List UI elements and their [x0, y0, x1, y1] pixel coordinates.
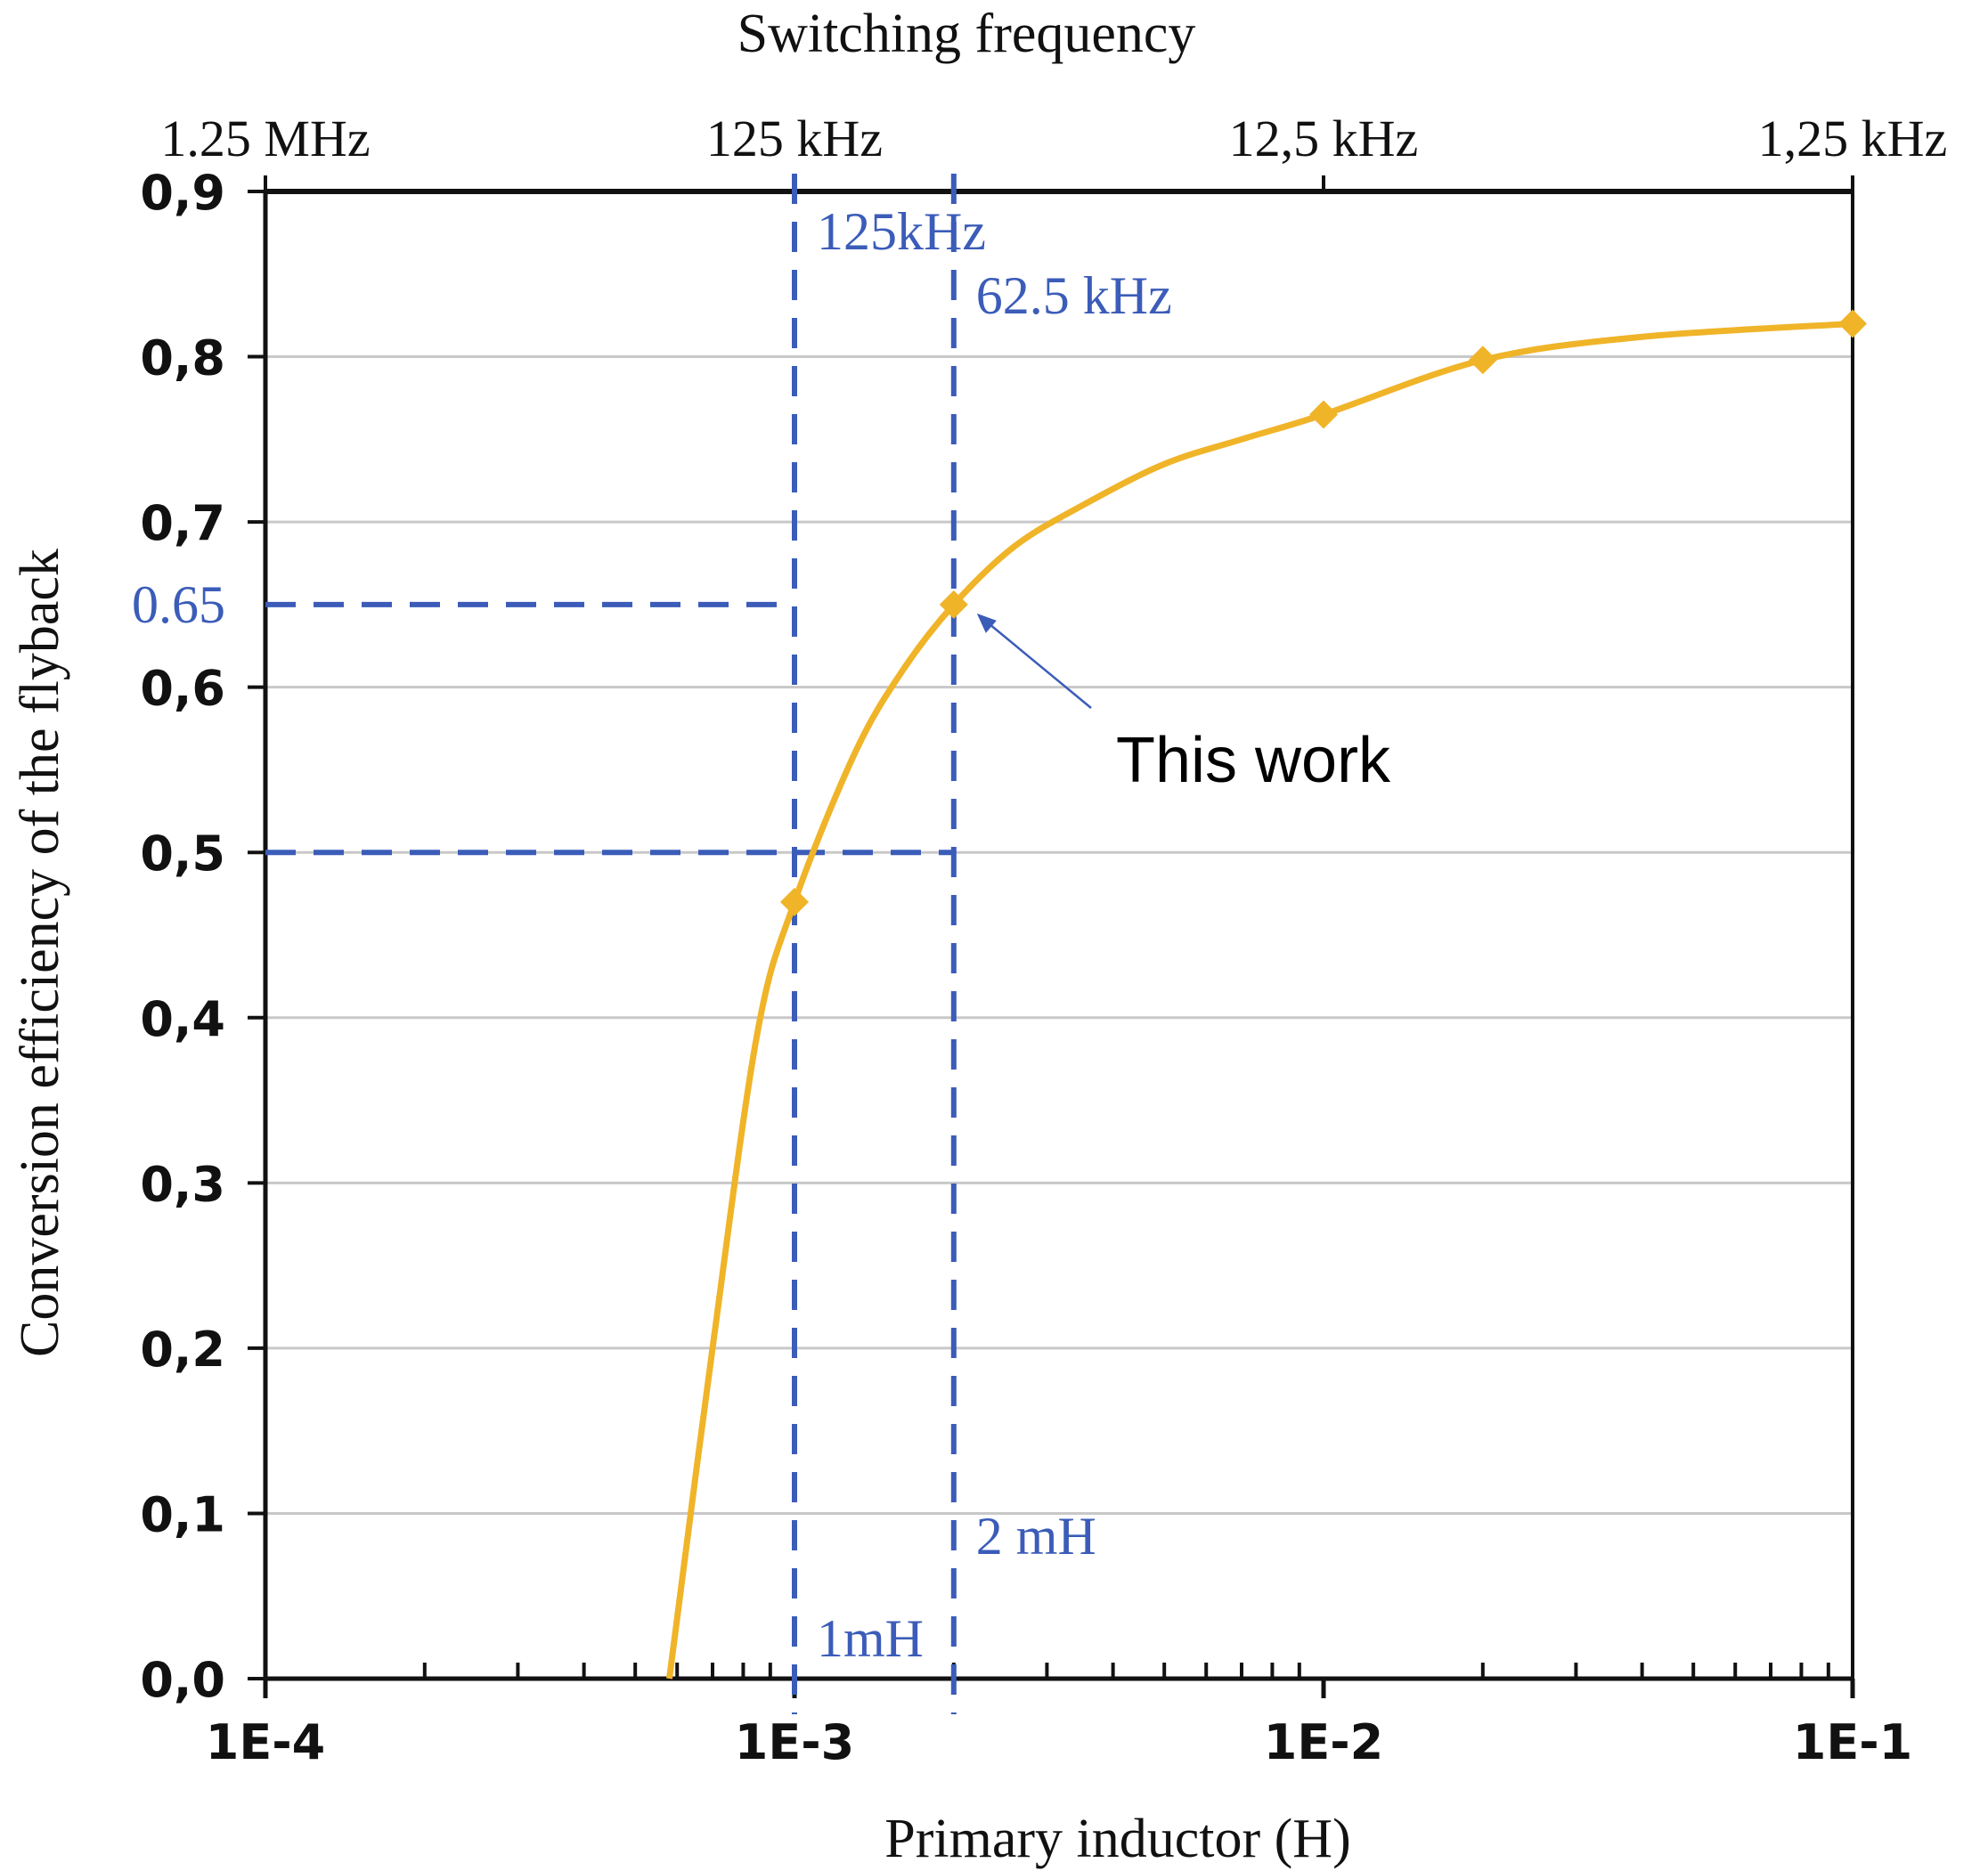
- y-tick-label: 0,4: [140, 991, 225, 1047]
- reference-label-y: 0.65: [132, 575, 225, 634]
- data-point: [1309, 400, 1338, 429]
- x-tick-label: 1E-3: [735, 1714, 854, 1770]
- x-tick-label: 1E-4: [206, 1714, 325, 1770]
- y-tick-label: 0,2: [140, 1322, 225, 1378]
- x-tick-label: 1E-1: [1793, 1714, 1912, 1770]
- reference-label-inductance: 2 mH: [976, 1507, 1096, 1566]
- gridlines: [265, 355, 1853, 1515]
- y-tick-label: 0,5: [140, 826, 225, 882]
- x-axis-title: Primary inductor (H): [884, 1809, 1350, 1869]
- y-tick-label: 0,9: [140, 165, 225, 221]
- y-tick-label: 0,3: [140, 1156, 225, 1212]
- y-tick-label: 0,8: [140, 330, 225, 386]
- annotation-arrow-line: [978, 614, 1092, 709]
- reference-label-frequency: 125kHz: [817, 202, 986, 261]
- x-tick-label: 1E-2: [1264, 1714, 1383, 1770]
- reference-lines: 0.65 125kHz 1mH 62.5 kHz 2 mH: [132, 174, 1172, 1714]
- y-tick-label: 0,7: [140, 495, 225, 551]
- data-point: [780, 887, 809, 916]
- axes: 0,0 0,1 0,2 0,3 0,4 0,5 0,6 0,7 0,8 0,9 1E-4 1.25 M…: [140, 110, 1947, 1770]
- top-axis-title: Switching frequency: [737, 4, 1196, 64]
- y-tick-label: 0,6: [140, 661, 225, 717]
- reference-label-frequency: 62.5 kHz: [976, 266, 1172, 325]
- data-point: [939, 590, 968, 619]
- y-tick-label: 0,0: [140, 1652, 225, 1708]
- data-point: [1838, 309, 1867, 338]
- y-axis-title: Conversion efficiency of the flyback: [10, 549, 70, 1357]
- annotation-arrow-head: [976, 613, 997, 633]
- top-tick-label: 1,25 kHz: [1758, 110, 1948, 167]
- top-tick-label: 125 kHz: [706, 110, 883, 167]
- series: [666, 309, 1867, 1680]
- top-tick-label: 1.25 MHz: [160, 110, 370, 167]
- top-tick-label: 12,5 kHz: [1229, 110, 1419, 167]
- reference-label-inductance: 1mH: [817, 1609, 924, 1668]
- y-tick-label: 0,1: [140, 1486, 225, 1542]
- series-line: [666, 320, 1854, 1680]
- data-point: [1468, 346, 1497, 375]
- annotation-this-work: This work: [1116, 725, 1391, 796]
